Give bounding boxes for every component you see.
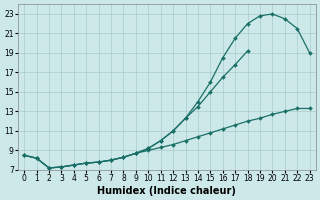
X-axis label: Humidex (Indice chaleur): Humidex (Indice chaleur) <box>98 186 236 196</box>
